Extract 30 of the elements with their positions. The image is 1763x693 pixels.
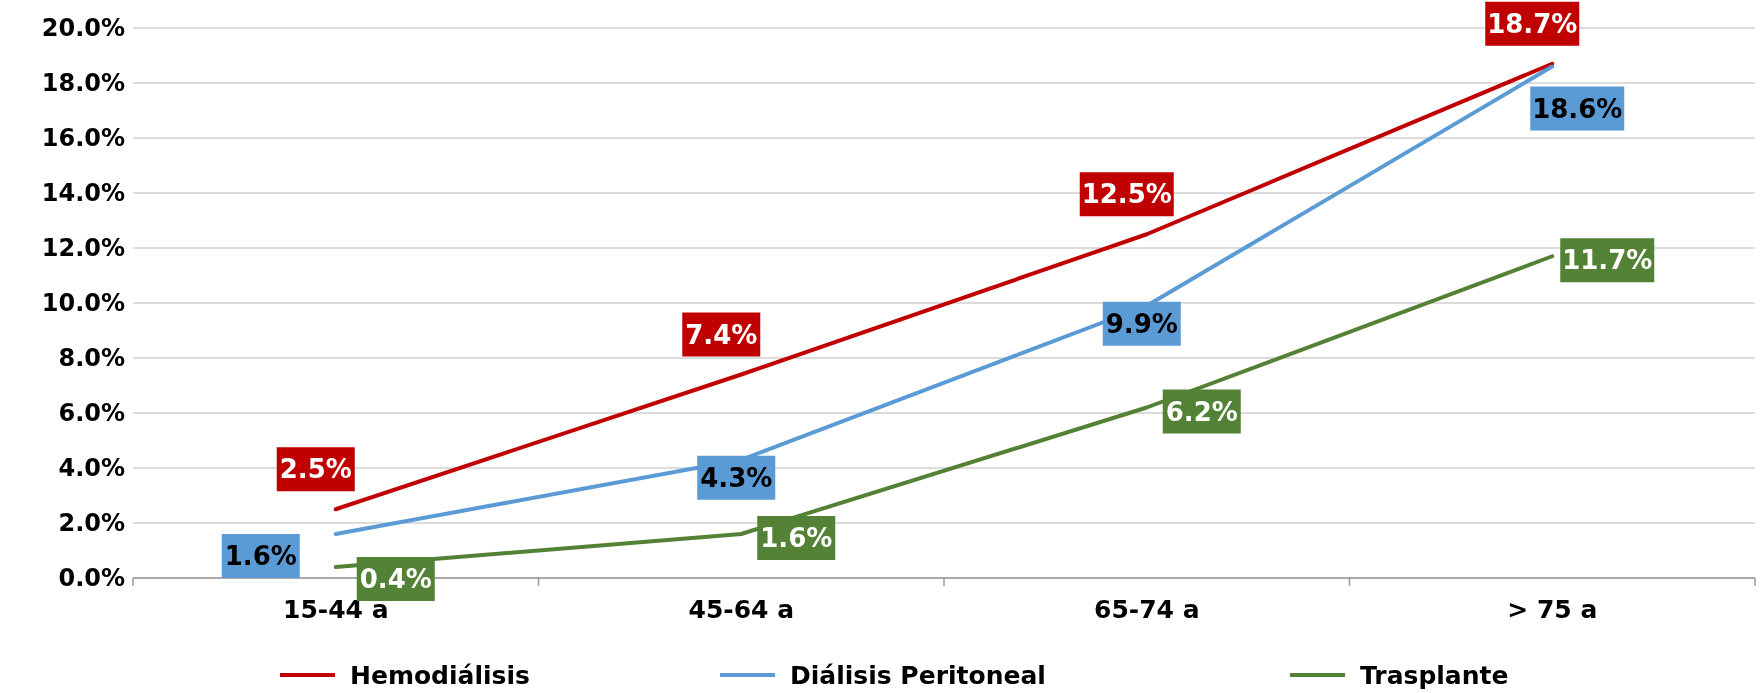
y-tick-label: 14.0% bbox=[41, 179, 125, 207]
y-tick-label: 10.0% bbox=[41, 289, 125, 317]
text: 1.6% bbox=[224, 541, 297, 571]
x-tick-label: 45-64 a bbox=[688, 595, 795, 624]
text: 9.9% bbox=[1105, 308, 1178, 339]
y-tick-label: 6.0% bbox=[58, 399, 125, 427]
text: 0.4% bbox=[359, 564, 432, 594]
text: 1.6% bbox=[760, 523, 833, 553]
y-tick-label: 8.0% bbox=[58, 344, 125, 372]
text: 7.4% bbox=[685, 319, 758, 350]
y-tick-label: 2.0% bbox=[58, 509, 125, 537]
y-tick-label: 12.0% bbox=[41, 234, 125, 262]
text: 6.2% bbox=[1165, 396, 1238, 427]
legend-label: Hemodiálisis bbox=[350, 660, 530, 690]
legend-label: Trasplante bbox=[1360, 660, 1509, 690]
legend-label: Diálisis Peritoneal bbox=[790, 660, 1046, 690]
y-tick-label: 18.0% bbox=[41, 69, 125, 97]
text: 18.6% bbox=[1532, 93, 1623, 124]
y-tick-label: 4.0% bbox=[58, 454, 125, 482]
x-tick-label: 65-74 a bbox=[1093, 595, 1200, 624]
x-tick-label: 15-44 a bbox=[282, 595, 389, 624]
text: 11.7% bbox=[1562, 245, 1653, 276]
y-tick-label: 20.0% bbox=[41, 14, 125, 42]
x-tick-label: > 75 a bbox=[1507, 595, 1598, 624]
text: 18.7% bbox=[1487, 8, 1578, 39]
y-tick-label: 0.0% bbox=[58, 564, 125, 592]
y-tick-label: 16.0% bbox=[41, 124, 125, 152]
text: 12.5% bbox=[1081, 179, 1172, 210]
text: 4.3% bbox=[700, 462, 773, 493]
text: 2.5% bbox=[279, 454, 352, 485]
